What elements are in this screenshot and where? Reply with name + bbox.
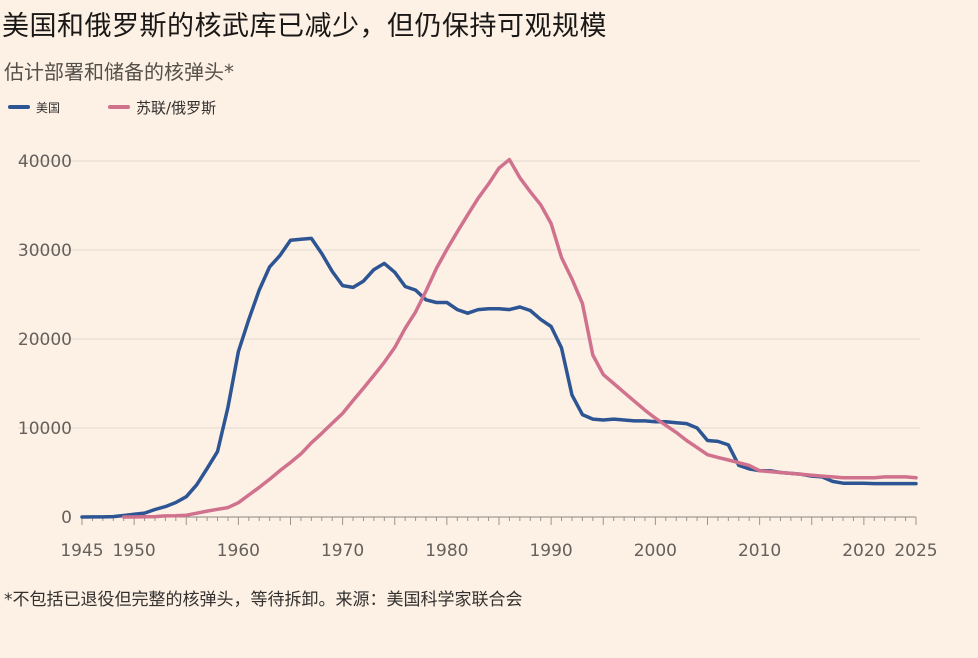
legend-item-ru: 苏联/俄罗斯 — [108, 97, 216, 118]
x-tick-label-2025: 2025 — [894, 541, 937, 561]
legend-item-us: 美国 — [8, 99, 60, 116]
y-tick-label-40000: 40000 — [18, 152, 72, 172]
x-tick-label-2000: 2000 — [634, 541, 677, 561]
footnote: *不包括已退役但完整的核弹头，等待拆卸。来源：美国科学家联合会 — [4, 590, 523, 610]
x-tick-label-1950: 1950 — [112, 541, 155, 561]
legend: 美国 苏联/俄罗斯 — [8, 96, 264, 118]
x-tick-label-1980: 1980 — [425, 541, 468, 561]
series-lines — [80, 157, 918, 519]
x-tick-label-1960: 1960 — [217, 541, 260, 561]
x-tick-label-1990: 1990 — [529, 541, 572, 561]
y-axis: 0 10000 20000 30000 40000 — [18, 152, 72, 528]
y-tick-label-20000: 20000 — [18, 330, 72, 350]
x-axis: 1945 1950 1960 1970 1980 1990 2000 2010 2020 2025 — [60, 516, 938, 561]
y-tick-label-10000: 10000 — [18, 419, 72, 439]
chart-subtitle: 估计部署和储备的核弹头* — [4, 60, 234, 84]
x-tick-label-1970: 1970 — [321, 541, 364, 561]
series-line-ru — [121, 157, 918, 519]
legend-label-us: 美国 — [36, 100, 61, 115]
y-tick-label-30000: 30000 — [18, 241, 72, 261]
x-tick-label-2020: 2020 — [842, 541, 885, 561]
legend-swatch-ru — [108, 105, 131, 109]
x-tick-label-2010: 2010 — [738, 541, 781, 561]
gridlines — [18, 160, 920, 429]
y-tick-label-0: 0 — [61, 508, 72, 528]
x-tick-label-1945: 1945 — [60, 541, 103, 561]
legend-swatch-us — [8, 105, 30, 109]
series-line-us — [80, 236, 918, 519]
legend-label-ru: 苏联/俄罗斯 — [136, 98, 217, 117]
chart-title: 美国和俄罗斯的核武库已减少，但仍保持可观规模 — [2, 11, 607, 42]
